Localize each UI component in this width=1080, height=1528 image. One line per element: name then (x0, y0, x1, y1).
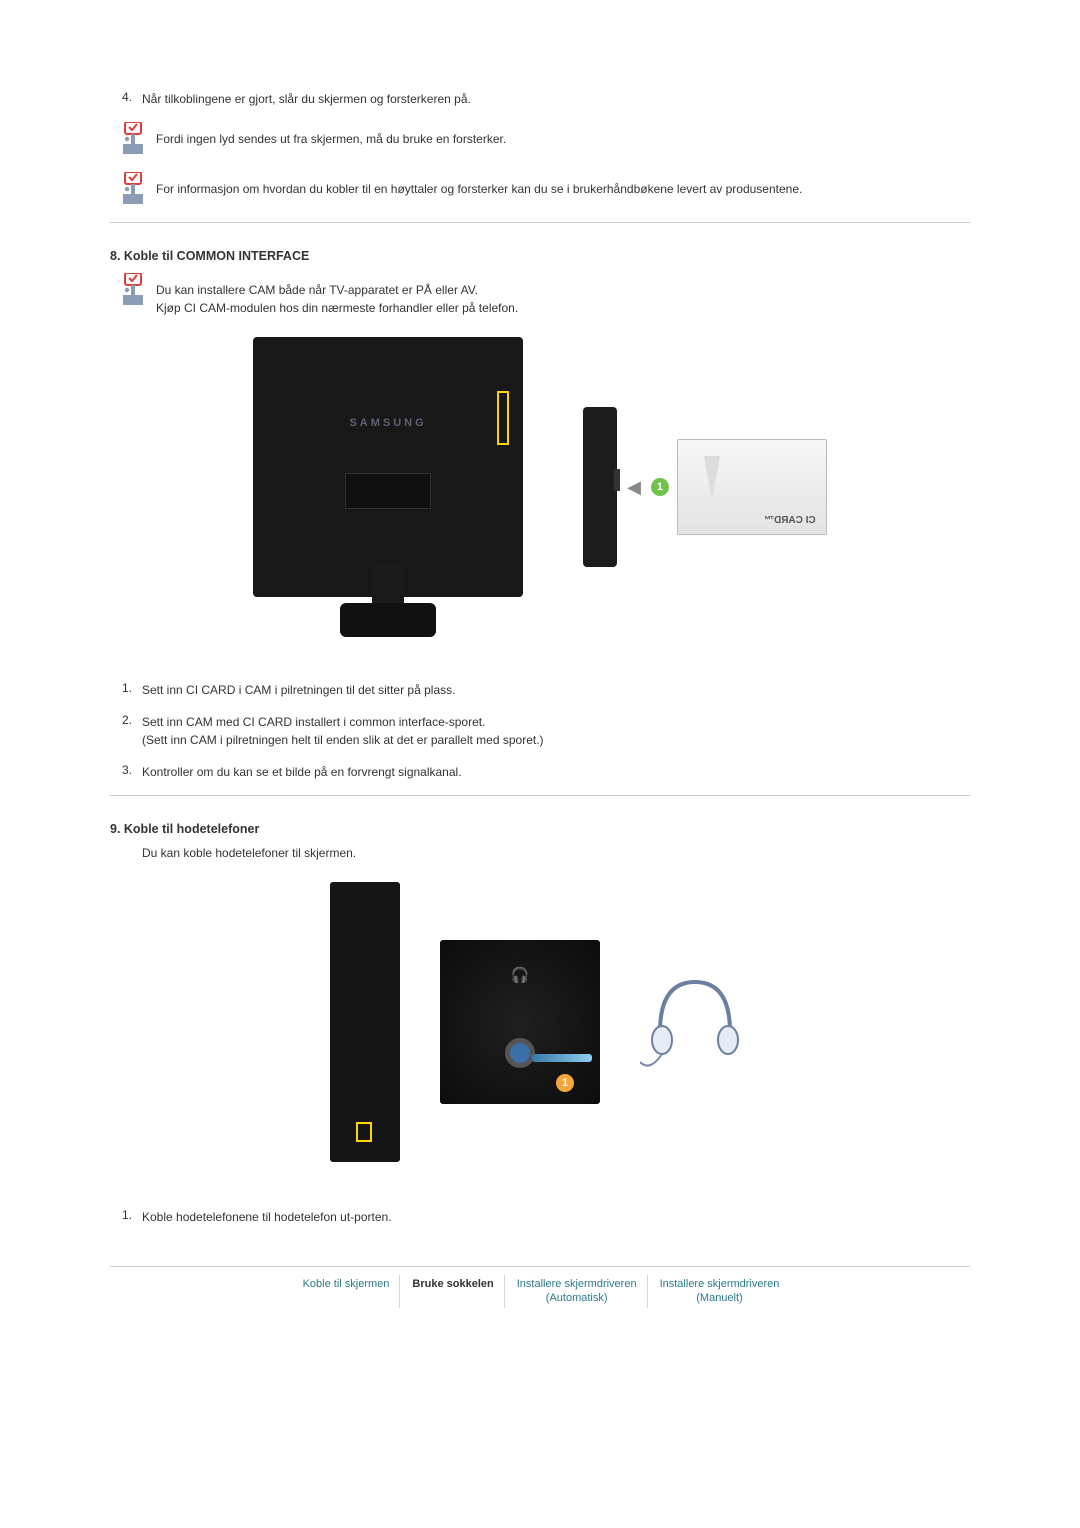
item-text: Koble hodetelefonene til hodetelefon ut-… (142, 1208, 970, 1226)
headphone-icon: 🎧 (511, 966, 530, 984)
monitor-side-headphone-image (330, 882, 400, 1162)
item-number: 2. (110, 713, 132, 727)
callout-badge-1: 1 (651, 478, 669, 496)
footer-link[interactable]: Bruke sokkelen (399, 1275, 503, 1308)
note-row-2: For informasjon om hvordan du kobler til… (110, 172, 970, 206)
note-row-1: Fordi ingen lyd sendes ut fra skjermen, … (110, 122, 970, 156)
list-item-9-1: 1. Koble hodetelefonene til hodetelefon … (110, 1208, 970, 1226)
list-item: 2. Sett inn CAM med CI CARD installert i … (110, 713, 970, 749)
ci-card-graphic: CI CARD™ (677, 439, 827, 535)
info-note-icon (119, 273, 147, 307)
footer-link[interactable]: Koble til skjermen (291, 1275, 400, 1308)
note-text: For informasjon om hvordan du kobler til… (156, 172, 970, 198)
callout-badge-1: 1 (556, 1074, 574, 1092)
monitor-neck (372, 565, 404, 607)
note-text: Du kan installere CAM både når TV-appara… (156, 273, 970, 317)
footer-link[interactable]: Installere skjermdriveren(Manuelt) (647, 1275, 790, 1308)
ci-card-label: CI CARD™ (764, 515, 816, 526)
headphone-plug (532, 1054, 592, 1062)
ci-slot-highlight (497, 391, 509, 445)
item-number: 1. (110, 681, 132, 695)
item-text: Når tilkoblingene er gjort, slår du skje… (142, 90, 970, 108)
list-item: 1. Sett inn CI CARD i CAM i pilretningen … (110, 681, 970, 699)
item-text: Sett inn CI CARD i CAM i pilretningen ti… (142, 681, 970, 699)
ci-card-image: ◀ 1 CI CARD™ (583, 407, 827, 567)
headphones-image (640, 962, 750, 1082)
monitor-connector-panel (345, 473, 431, 509)
footer-nav: Koble til skjermenBruke sokkelenInstalle… (110, 1266, 970, 1308)
info-note-icon (119, 172, 147, 206)
monitor-rear-image: SAMSUNG (253, 337, 523, 597)
list-item-7-4: 4. Når tilkoblingene er gjort, slår du s… (110, 90, 970, 108)
section-9-title: 9. Koble til hodetelefoner (110, 822, 970, 836)
headphone-port-highlight (356, 1122, 372, 1142)
monitor-stand (340, 603, 436, 637)
monitor-logo-text: SAMSUNG (349, 417, 426, 429)
section-8-title: 8. Koble til COMMON INTERFACE (110, 249, 970, 263)
headphone-port-closeup: 🎧 1 (440, 940, 600, 1104)
note-line-1: Du kan installere CAM både når TV-appara… (156, 283, 478, 297)
note-row-s8: Du kan installere CAM både når TV-appara… (110, 273, 970, 317)
item-number: 4. (110, 90, 132, 104)
item-number: 3. (110, 763, 132, 777)
info-note-icon (119, 122, 147, 156)
item-text: Kontroller om du kan se et bilde på en f… (142, 763, 970, 781)
item-number: 1. (110, 1208, 132, 1222)
section-9-image-area: 🎧 1 (110, 882, 970, 1162)
section-9-intro: Du kan koble hodetelefoner til skjermen. (142, 846, 970, 860)
item-text: Sett inn CAM med CI CARD installert i co… (142, 713, 970, 749)
section-divider (110, 222, 970, 223)
footer-link[interactable]: Installere skjermdriveren(Automatisk) (504, 1275, 647, 1308)
monitor-side-image (583, 407, 617, 567)
ci-card-arrow-icon (704, 456, 720, 500)
section-divider (110, 795, 970, 796)
note-text: Fordi ingen lyd sendes ut fra skjermen, … (156, 122, 970, 148)
headphone-jack (505, 1038, 535, 1068)
note-line-2: Kjøp CI CAM-modulen hos din nærmeste for… (156, 301, 518, 315)
insert-arrow-icon: ◀ (627, 477, 641, 498)
section-8-image-area: SAMSUNG ◀ 1 CI CARD™ (110, 337, 970, 637)
list-item: 3. Kontroller om du kan se et bilde på en… (110, 763, 970, 781)
